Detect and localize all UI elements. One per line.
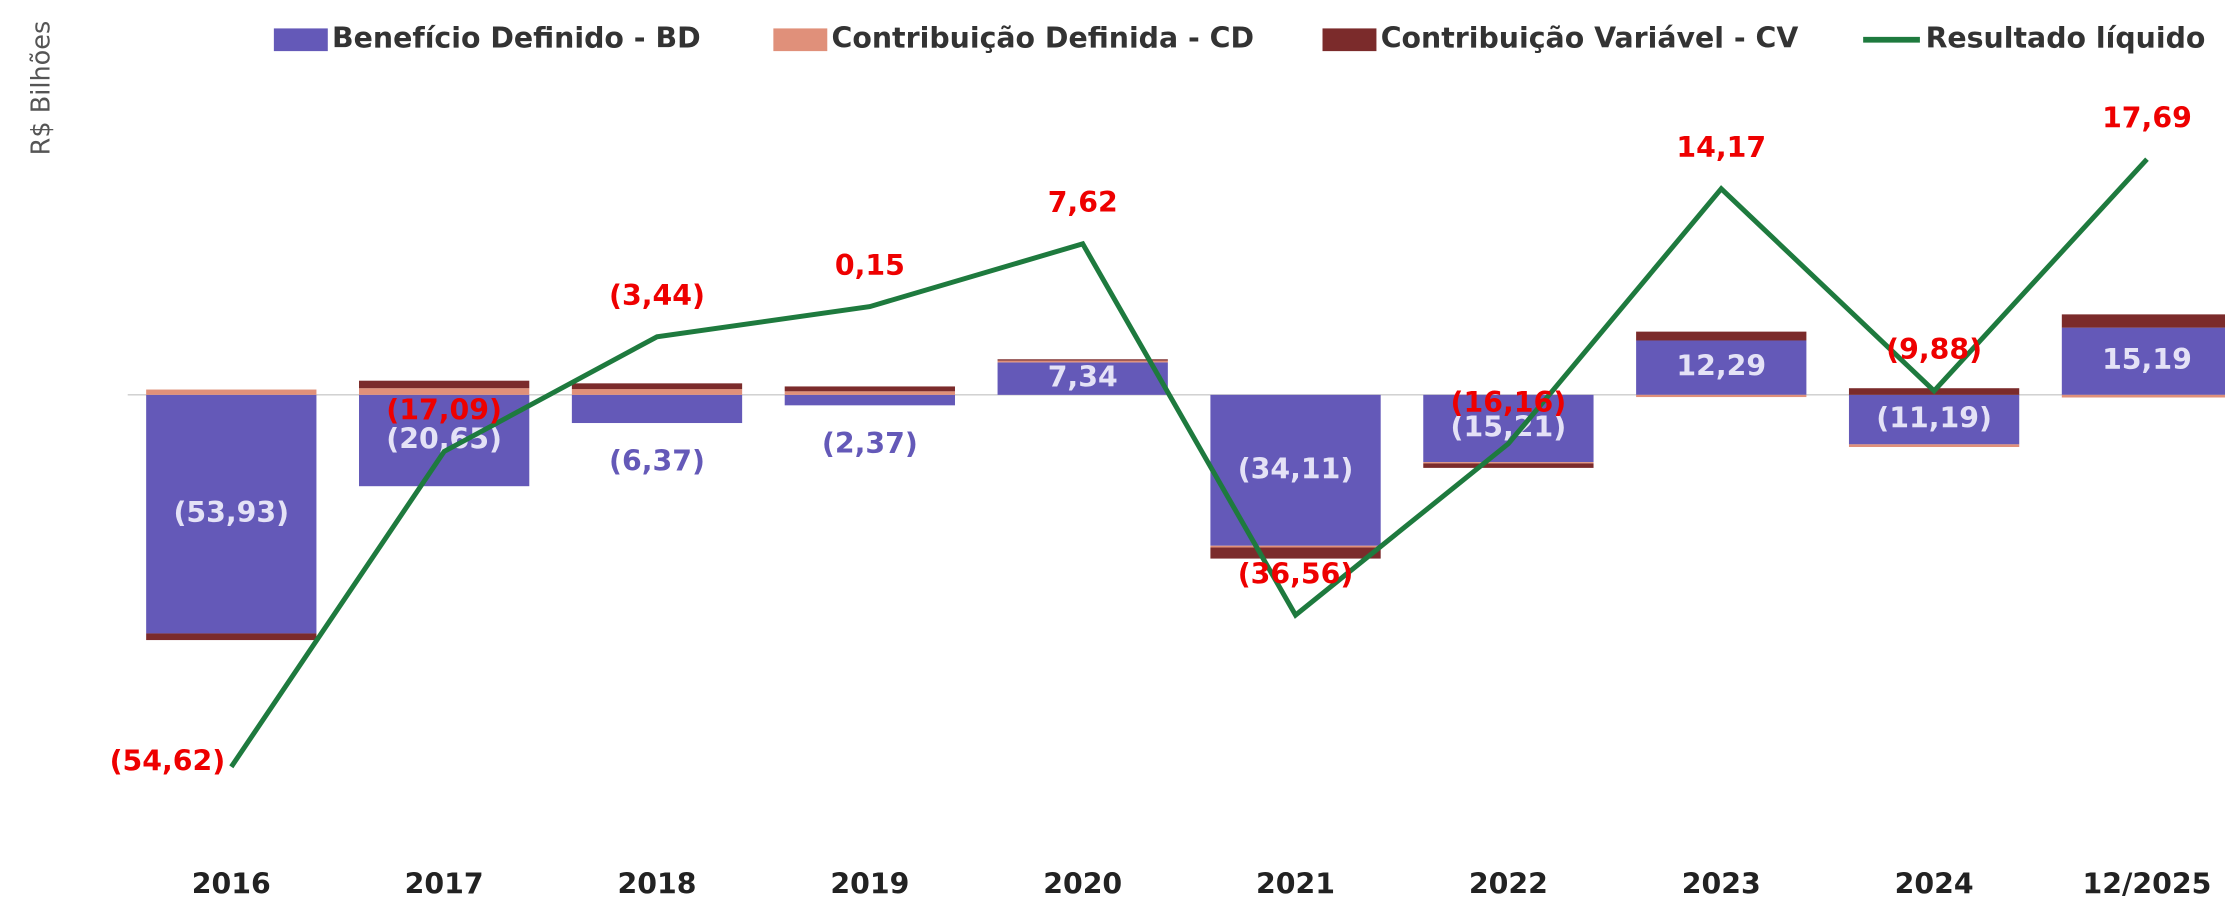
x-tick-label: 2020 <box>1043 867 1122 899</box>
net-result-line <box>229 157 2149 769</box>
bar-segment <box>1848 394 2020 445</box>
legend-label: Resultado líquido <box>1926 22 2206 55</box>
x-tick-label: 2021 <box>1256 867 1335 899</box>
x-tick-label: 2019 <box>830 867 909 899</box>
bar-value-label: (15,21) <box>1451 410 1567 443</box>
bar-value-label: 15,19 <box>2102 343 2192 376</box>
bar-segment <box>1210 545 1381 548</box>
bar-segment <box>1636 394 1807 398</box>
line-value-label: 17,69 <box>2102 101 2192 134</box>
legend-label: Contribuição Variável - CV <box>1381 22 1799 55</box>
bar-segment <box>359 394 530 487</box>
bar-segment <box>146 633 317 641</box>
bar-segment <box>784 394 955 406</box>
bar-segment <box>359 380 530 389</box>
bar-value-label: (34,11) <box>1238 452 1354 485</box>
bar-segment <box>1423 462 1594 464</box>
bar-value-label: (2,37) <box>822 427 918 460</box>
x-tick-label: 2022 <box>1469 867 1548 899</box>
bar-value-label: (11,19) <box>1876 402 1992 435</box>
line-value-label: 14,17 <box>1676 131 1766 164</box>
bar-segment <box>997 362 1168 395</box>
bar-value-label: (6,37) <box>609 445 705 478</box>
bar-segment <box>784 391 955 395</box>
bar-segment <box>1210 547 1381 559</box>
bar-segment <box>1423 394 1594 463</box>
line-value-label: (16,16) <box>1451 386 1567 419</box>
line-value-label: (54,62) <box>110 745 226 778</box>
bar-segment <box>2061 314 2225 328</box>
bar-value-label: 7,34 <box>1048 361 1118 394</box>
x-tick-label: 2023 <box>1682 867 1761 899</box>
line-value-label: (36,56) <box>1238 557 1354 590</box>
legend-swatch <box>773 28 828 52</box>
bar-segment <box>2061 394 2225 398</box>
legend-label: Contribuição Definida - CD <box>832 22 1255 55</box>
bar-value-label: 12,29 <box>1676 350 1766 383</box>
x-tick-label: 2016 <box>192 867 271 899</box>
bar-segment <box>1423 463 1594 468</box>
line-value-label: 7,62 <box>1048 186 1118 219</box>
line-value-label: (17,09) <box>386 394 502 427</box>
bar-segment <box>2061 327 2225 395</box>
x-tick-label: 2024 <box>1895 867 1974 899</box>
bar-segment <box>1848 444 2020 448</box>
y-axis-label: R$ Bilhões <box>27 21 57 156</box>
line-value-label: 0,15 <box>835 249 905 282</box>
bar-value-label: (53,93) <box>173 496 289 529</box>
bar-segment <box>146 394 317 634</box>
line-value-label: (9,88) <box>1886 333 1982 366</box>
bar-segment <box>571 389 743 395</box>
legend-label: Benefício Definido - BD <box>332 22 701 55</box>
bar-segment <box>1636 331 1807 341</box>
legend-swatch <box>1322 28 1377 52</box>
bar-segment <box>997 360 1168 363</box>
bar-segment <box>571 394 743 424</box>
x-tick-label: 12/2025 <box>2083 867 2212 899</box>
x-tick-label: 2018 <box>618 867 697 899</box>
bar-segment <box>571 383 743 390</box>
line-value-label: (3,44) <box>609 279 705 312</box>
bar-segment <box>997 359 1168 361</box>
x-tick-label: 2017 <box>405 867 484 899</box>
bar-segment <box>784 386 955 392</box>
bar-segment <box>146 389 317 395</box>
bar-segment <box>359 388 530 395</box>
bar-segment <box>1636 340 1807 395</box>
legend-swatch <box>273 28 328 52</box>
